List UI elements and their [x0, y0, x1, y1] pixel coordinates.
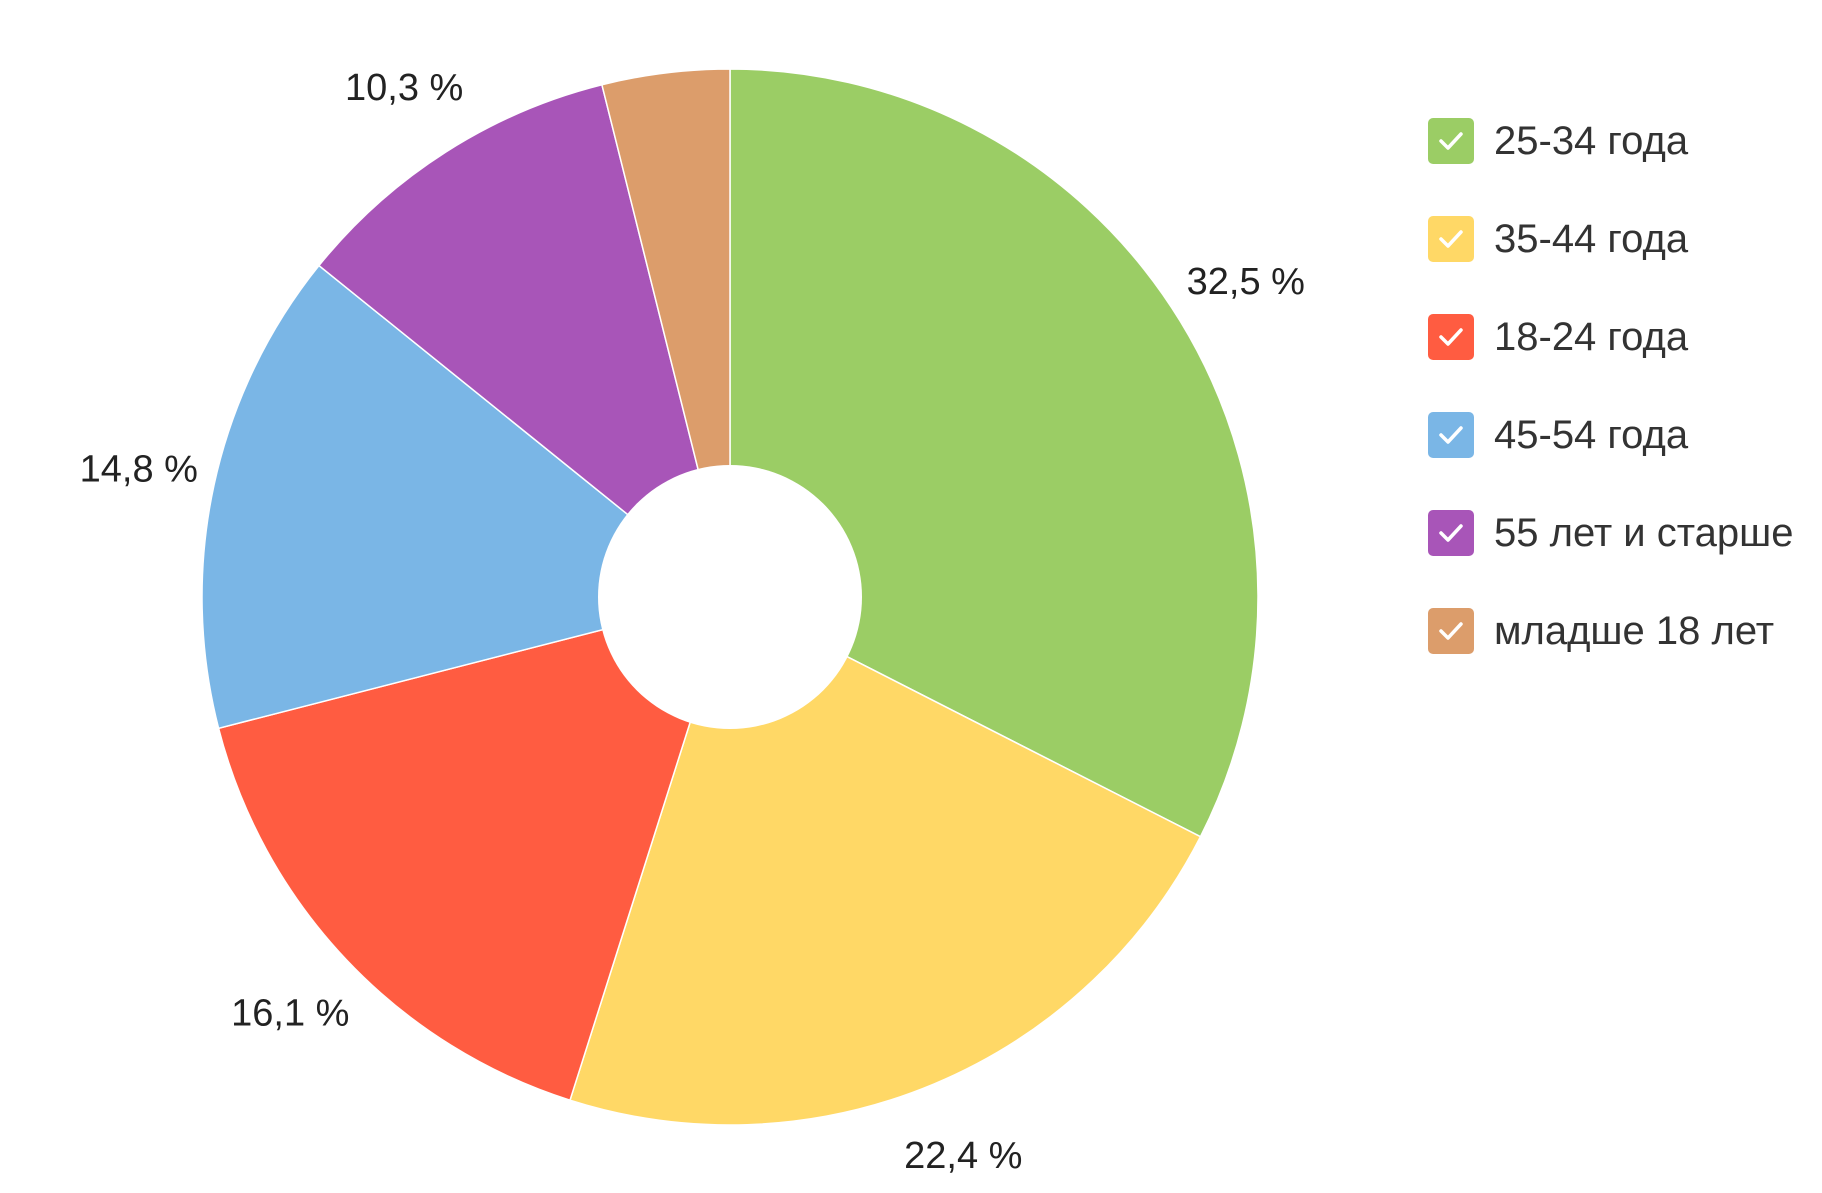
legend-item-under-18[interactable]: младше 18 лет	[1428, 582, 1793, 680]
slice-label-2: 22,4 %	[904, 1135, 1022, 1177]
slice-labels-group: 32,5 % 22,4 % 16,1 % 14,8 % 10,3 %	[80, 67, 1305, 1177]
legend-label: 55 лет и старше	[1494, 510, 1794, 555]
check-icon[interactable]	[1428, 510, 1474, 556]
slice-4[interactable]	[201, 264, 732, 730]
legend-label: 45-54 года	[1494, 412, 1689, 457]
legend-item-18-24[interactable]: 18-24 года	[1428, 288, 1793, 386]
slice-1[interactable]	[729, 68, 1259, 838]
check-icon[interactable]	[1428, 118, 1474, 164]
legend-label: младше 18 лет	[1494, 608, 1775, 653]
legend-item-35-44[interactable]: 35-44 года	[1428, 190, 1793, 288]
legend-item-25-34[interactable]: 25-34 года	[1428, 92, 1793, 190]
slice-label-4: 14,8 %	[80, 449, 198, 491]
legend-item-45-54[interactable]: 45-54 года	[1428, 386, 1793, 484]
slice-label-3: 16,1 %	[231, 993, 349, 1035]
slice-3[interactable]	[217, 595, 732, 1102]
legend-item-55-plus[interactable]: 55 лет и старше	[1428, 484, 1793, 582]
slices-group	[201, 68, 1259, 1126]
slice-2[interactable]	[569, 595, 1202, 1126]
slice-label-5: 10,3 %	[345, 67, 463, 109]
slice-6[interactable]	[601, 68, 731, 598]
check-icon[interactable]	[1428, 314, 1474, 360]
check-icon[interactable]	[1428, 412, 1474, 458]
legend-label: 35-44 года	[1494, 216, 1689, 261]
donut-hole	[598, 465, 862, 729]
legend-label: 18-24 года	[1494, 314, 1689, 359]
legend-label: 25-34 года	[1494, 118, 1689, 163]
slice-label-1: 32,5 %	[1187, 261, 1305, 303]
legend: 25-34 года 35-44 года 18-24 года 45-54 г…	[1428, 92, 1793, 680]
slice-5[interactable]	[317, 83, 732, 599]
check-icon[interactable]	[1428, 608, 1474, 654]
check-icon[interactable]	[1428, 216, 1474, 262]
